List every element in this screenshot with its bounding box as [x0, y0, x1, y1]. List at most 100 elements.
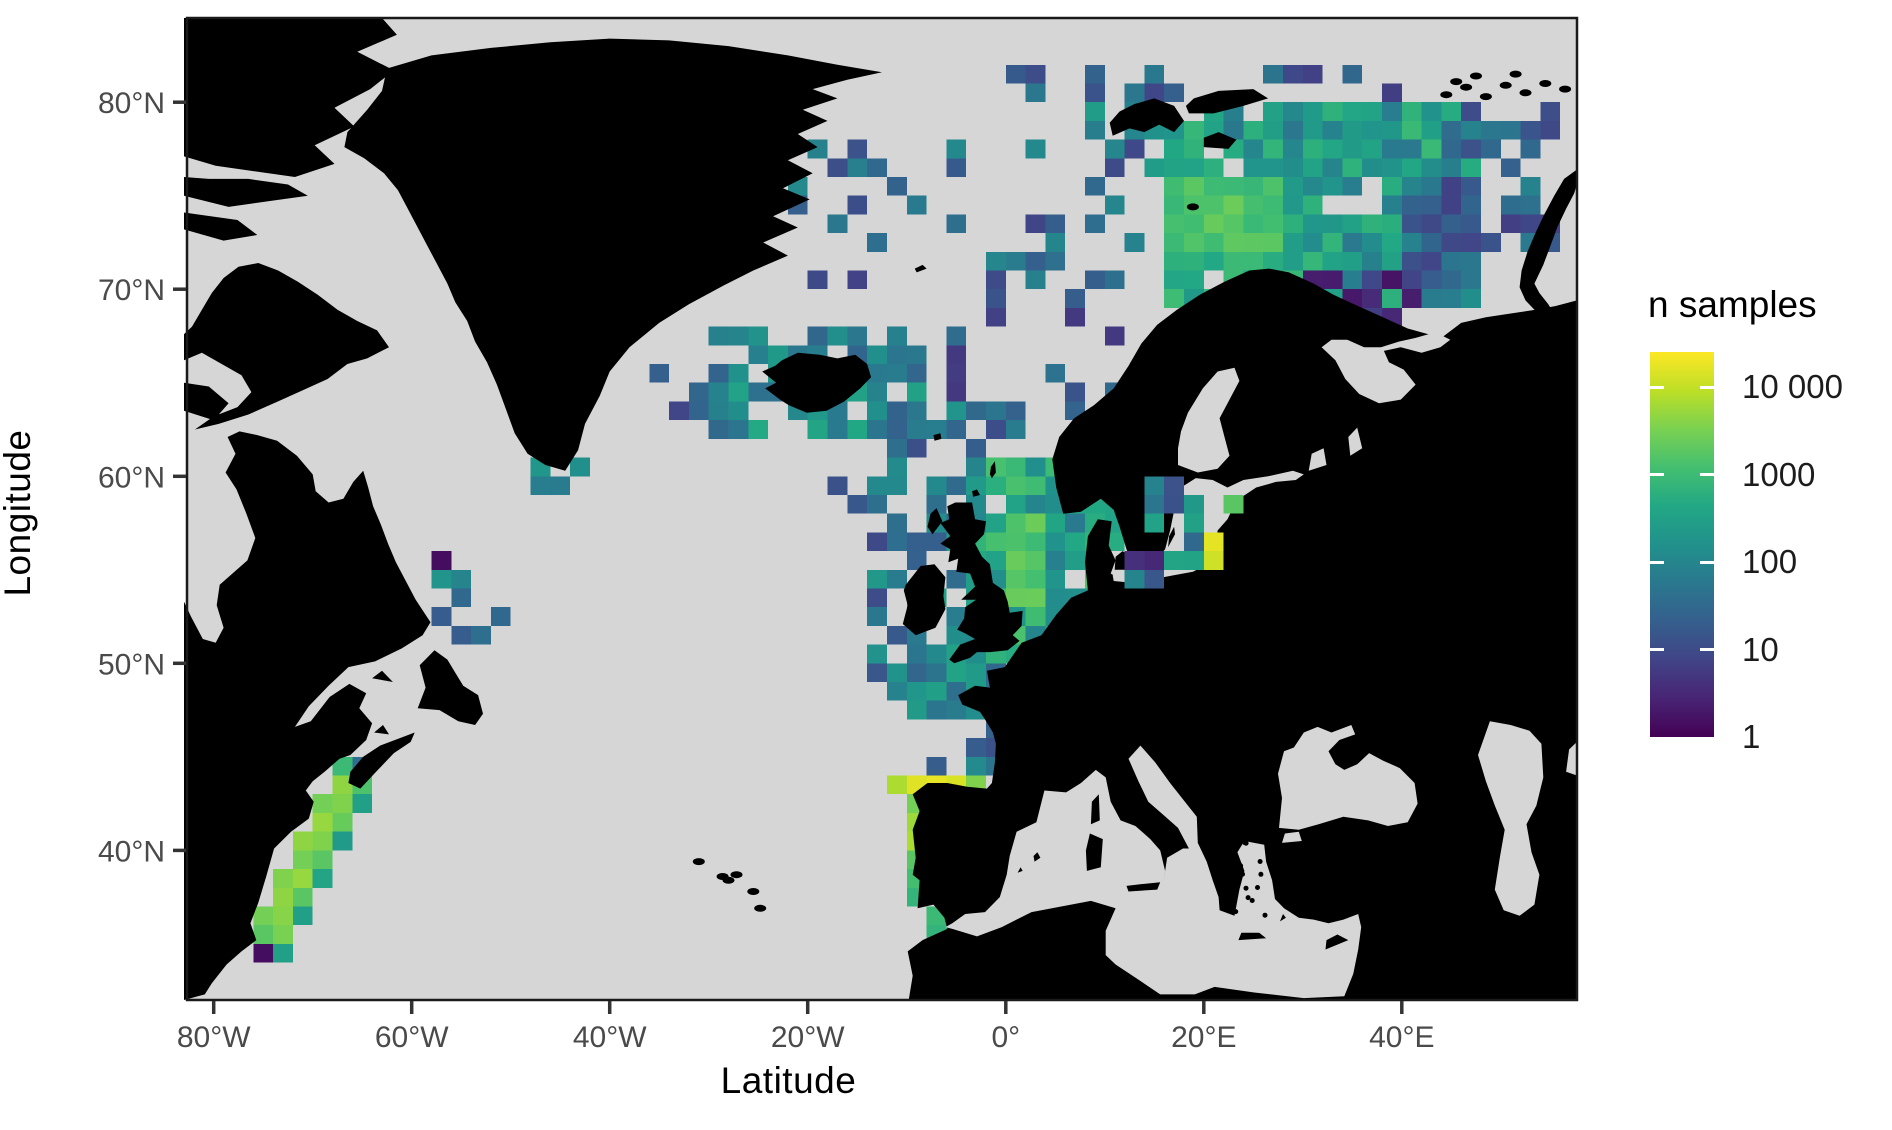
heatmap-cell [1005, 588, 1026, 608]
heatmap-cell [1104, 326, 1125, 346]
landmass [372, 670, 393, 682]
heatmap-cell [1045, 532, 1066, 552]
heatmap-cell [748, 382, 769, 402]
heatmap-cell [1184, 139, 1204, 159]
heatmap-cell [807, 270, 828, 290]
landmass [417, 650, 483, 725]
heatmap-cell [1362, 251, 1382, 271]
heatmap-cell [926, 476, 947, 495]
heatmap-cell [1164, 83, 1184, 103]
heatmap-cell [1025, 270, 1046, 290]
heatmap-cell [946, 382, 967, 402]
heatmap-cell [1085, 214, 1105, 234]
landmass [1185, 89, 1269, 114]
heatmap-cell [926, 682, 947, 701]
x-axis-title: Latitude [720, 1060, 857, 1101]
y-tick-label: 80°N [98, 87, 165, 120]
heatmap-cell [1362, 270, 1382, 290]
x-tick-label: 20°W [771, 1021, 845, 1054]
heatmap-cell [1203, 251, 1224, 271]
heatmap-cell [1302, 195, 1323, 215]
heatmap-cell [867, 158, 887, 177]
heatmap-cell [966, 457, 986, 477]
heatmap-cell [1302, 177, 1323, 196]
heatmap-cell [1520, 214, 1541, 234]
heatmap-cell [906, 382, 927, 402]
heatmap-cell [1382, 158, 1402, 177]
sea-island [1168, 526, 1175, 548]
heatmap-cell [1203, 233, 1224, 252]
landmass [1203, 132, 1237, 149]
heatmap-cell [1263, 233, 1283, 252]
landmass [933, 433, 942, 441]
heatmap-cell [1085, 177, 1105, 196]
heatmap-cell [1441, 158, 1462, 177]
aegean-islet [1245, 895, 1251, 901]
heatmap-cell [887, 420, 907, 439]
sea-island [1238, 932, 1267, 941]
heatmap-cell [1362, 289, 1382, 308]
heatmap-cell [1382, 233, 1402, 252]
heatmap-cell [708, 420, 729, 439]
heatmap-cell [986, 401, 1006, 421]
heatmap-cell [1500, 214, 1521, 234]
heatmap-cell [1223, 214, 1244, 234]
heatmap-cell [1421, 102, 1442, 121]
heatmap-cell [1283, 195, 1303, 215]
heatmap-cell [1382, 83, 1402, 103]
heatmap-cell [451, 625, 472, 645]
aegean-islet [1243, 885, 1249, 891]
heatmap-cell [1283, 139, 1303, 159]
legend-tick [1650, 385, 1664, 389]
heatmap-cell [847, 326, 868, 346]
heatmap-cell [867, 532, 887, 552]
heatmap-cell [1223, 251, 1244, 271]
heatmap-cell [887, 457, 907, 477]
heatmap-cell [1382, 177, 1402, 196]
heatmap-cell [1184, 532, 1204, 552]
legend-tick [1650, 473, 1664, 477]
aegean-islet [1270, 852, 1275, 858]
heatmap-cell [1401, 102, 1422, 121]
heatmap-cell [1382, 102, 1402, 121]
panel-border [185, 16, 1579, 1002]
heatmap-cell [1164, 270, 1184, 290]
heatmap-cell [1302, 102, 1323, 121]
heatmap-cell [847, 139, 868, 159]
heatmap-cell [292, 869, 313, 888]
heatmap-cell [1223, 120, 1244, 140]
heatmap-cell [807, 326, 828, 346]
heatmap-cell [669, 401, 689, 421]
heatmap-cell [1342, 158, 1363, 177]
heatmap-cell [728, 420, 749, 439]
heatmap-cell [906, 682, 927, 701]
heatmap-cell [1362, 233, 1382, 252]
heatmap-cell [1401, 233, 1422, 252]
heatmap-cell [966, 476, 986, 495]
heatmap-cell [728, 401, 749, 421]
heatmap-cell [1401, 270, 1422, 290]
heatmap-cell [1401, 158, 1422, 177]
heatmap-cell [887, 569, 907, 589]
heatmap-cell [966, 663, 986, 682]
heatmap-cell [1104, 158, 1125, 177]
heatmap-cell [1362, 102, 1382, 121]
heatmap-cell [1223, 233, 1244, 252]
heatmap-cell [1283, 158, 1303, 177]
heatmap-cell [1124, 551, 1145, 570]
heatmap-cell [1005, 251, 1026, 271]
heatmap-cell [1302, 251, 1323, 271]
heatmap-cell [1342, 139, 1363, 159]
heatmap-cell [1045, 364, 1066, 383]
heatmap-cell [1421, 233, 1442, 252]
heatmap-cell [1045, 551, 1066, 570]
heatmap-cell [926, 495, 947, 514]
heatmap-cell [1441, 139, 1462, 159]
heatmap-cell [1441, 233, 1462, 252]
x-tick-label: 20°E [1171, 1021, 1236, 1054]
heatmap-cell [986, 513, 1006, 533]
heatmap-cell [1065, 532, 1085, 552]
heatmap-cell [887, 513, 907, 533]
legend-value-label: 10 [1742, 630, 1779, 668]
heatmap-cell [926, 532, 947, 552]
